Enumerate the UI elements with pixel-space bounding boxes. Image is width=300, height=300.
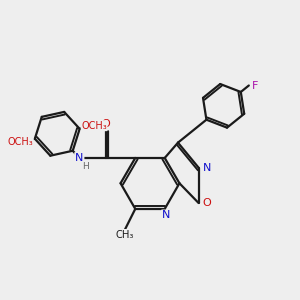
Text: O: O bbox=[202, 198, 211, 208]
Text: OCH₃: OCH₃ bbox=[81, 121, 107, 131]
Text: CH₃: CH₃ bbox=[116, 230, 134, 240]
Text: O: O bbox=[101, 119, 110, 129]
Text: N: N bbox=[75, 153, 83, 163]
Text: F: F bbox=[252, 80, 259, 91]
Text: H: H bbox=[82, 162, 89, 171]
Text: N: N bbox=[162, 210, 170, 220]
Text: N: N bbox=[202, 163, 211, 173]
Text: OCH₃: OCH₃ bbox=[8, 137, 33, 147]
